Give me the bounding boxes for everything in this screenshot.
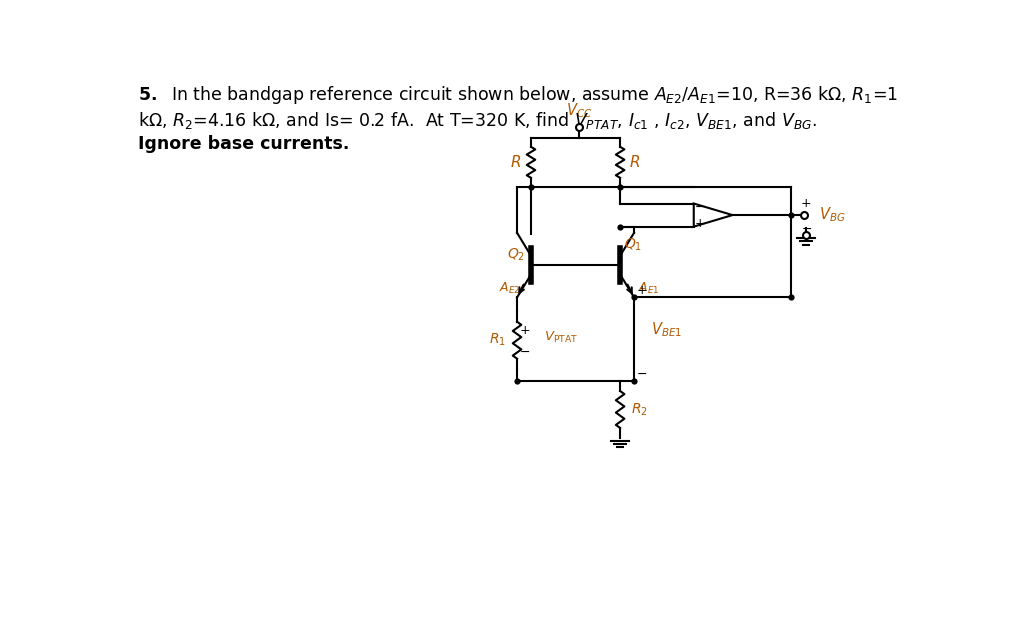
Text: $\mathbf{5.}$  In the bandgap reference circuit shown below, assume $A_{E2}/A_{E: $\mathbf{5.}$ In the bandgap reference c… xyxy=(138,84,898,106)
Text: k$\Omega$, $R_2$=4.16 k$\Omega$, and Is= 0.2 fA.  At T=320 K, find $V_{PTAT}$, $: k$\Omega$, $R_2$=4.16 k$\Omega$, and Is=… xyxy=(138,109,817,130)
Text: Ignore base currents.: Ignore base currents. xyxy=(138,135,349,153)
Text: $-$: $-$ xyxy=(693,200,705,213)
Text: $V_{CC}$: $V_{CC}$ xyxy=(566,101,593,120)
Text: $V_{\mathrm{PTAT}}$: $V_{\mathrm{PTAT}}$ xyxy=(544,329,579,345)
Text: $R_1$: $R_1$ xyxy=(489,332,506,349)
Text: $-$: $-$ xyxy=(636,367,647,380)
Text: $+$: $+$ xyxy=(801,197,812,210)
Text: $V_{BG}$: $V_{BG}$ xyxy=(819,206,846,224)
Text: $Q_1$: $Q_1$ xyxy=(624,237,642,253)
Text: $+$: $+$ xyxy=(519,324,530,337)
Text: $A_{E1}$: $A_{E1}$ xyxy=(638,281,659,295)
Text: $R$: $R$ xyxy=(510,154,521,171)
Text: $A_{E2}$: $A_{E2}$ xyxy=(499,281,520,295)
Text: $+$: $+$ xyxy=(636,284,647,297)
Text: $V_{BE1}$: $V_{BE1}$ xyxy=(651,321,682,339)
Text: $-$: $-$ xyxy=(801,222,812,235)
Text: $-$: $-$ xyxy=(519,344,530,357)
Text: $+$: $+$ xyxy=(693,217,705,230)
Text: $R$: $R$ xyxy=(630,154,641,171)
Text: $R_2$: $R_2$ xyxy=(631,401,648,418)
Text: $Q_2$: $Q_2$ xyxy=(508,247,525,263)
